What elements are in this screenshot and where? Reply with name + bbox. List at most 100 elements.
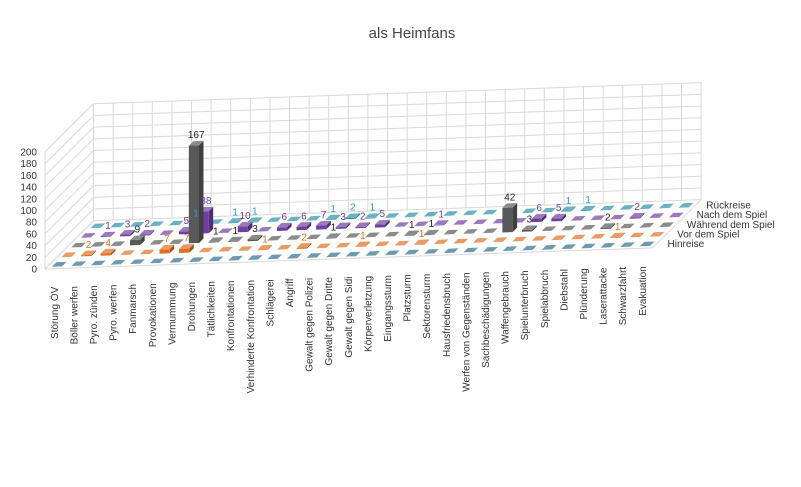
bar	[375, 241, 390, 247]
bar-front-face	[355, 245, 366, 247]
bar-side-face	[414, 230, 420, 236]
bar-side-face	[561, 213, 566, 222]
floor-edge	[44, 247, 653, 270]
data-label: 1	[419, 229, 425, 240]
bar-top-face	[139, 229, 155, 235]
bar	[130, 235, 145, 246]
bar	[541, 226, 557, 232]
bar	[423, 211, 439, 217]
bar-top-face	[531, 213, 547, 219]
bar	[227, 218, 243, 224]
bar-side-face	[140, 235, 145, 245]
x-tick-label: Schwarzfahrt	[618, 267, 629, 326]
bar	[100, 248, 116, 256]
bar	[51, 261, 67, 267]
bar	[404, 230, 420, 236]
bar-top-face	[600, 223, 616, 228]
bar	[208, 256, 224, 262]
data-label: 2	[301, 232, 307, 243]
series-axis-label: Rückreise	[706, 201, 751, 212]
data-label: 7	[184, 234, 190, 245]
bar-side-face	[336, 214, 341, 220]
bar	[247, 255, 263, 260]
bar	[286, 216, 302, 222]
bar-side-face	[590, 205, 596, 211]
data-label: 6	[301, 211, 307, 222]
data-label: 6	[536, 203, 542, 214]
bar-front-face	[316, 225, 327, 230]
bar	[208, 237, 224, 243]
bar-top-face	[228, 255, 243, 261]
bar-top-face	[286, 216, 302, 222]
data-label: 38	[200, 196, 212, 207]
bar-front-face	[139, 234, 150, 236]
bar	[306, 215, 321, 221]
bar-top-face	[404, 212, 419, 218]
data-label: 5	[556, 203, 562, 214]
side-wall-gridline	[44, 196, 94, 246]
bar	[463, 229, 478, 234]
bar-top-face	[522, 225, 537, 230]
bar-top-face	[247, 255, 263, 260]
bar	[541, 207, 557, 213]
bar-top-face	[561, 206, 576, 212]
bar-side-face	[218, 237, 224, 243]
bar-top-face	[472, 219, 488, 225]
bar	[619, 205, 635, 210]
bar-front-face	[188, 145, 199, 244]
bar-top-face	[385, 250, 400, 256]
y-tick-label: 180	[20, 159, 37, 170]
bar	[365, 213, 380, 219]
data-label: 10	[240, 211, 252, 222]
bar	[91, 260, 106, 266]
bar-top-face	[218, 246, 233, 252]
bar	[71, 261, 87, 266]
bar	[316, 220, 331, 230]
bar-top-face	[453, 238, 469, 244]
bar	[473, 238, 488, 243]
bar	[610, 214, 625, 220]
bar	[394, 222, 410, 227]
data-label: 1	[438, 210, 444, 221]
bar-front-face	[345, 217, 356, 220]
x-tick-label: Störung ÖV	[49, 286, 61, 339]
bar-top-face	[228, 236, 243, 242]
bar	[639, 204, 655, 210]
bar-side-face	[424, 239, 429, 245]
bar-top-face	[659, 203, 674, 209]
bar-top-face	[130, 259, 145, 264]
bar	[365, 251, 381, 256]
bar-side-face	[620, 232, 625, 238]
bar-top-face	[443, 248, 459, 254]
bar-front-face	[237, 226, 248, 233]
bar-top-face	[678, 202, 694, 208]
bar-top-face	[120, 229, 135, 235]
bar-top-face	[620, 223, 635, 229]
bar-top-face	[316, 243, 331, 249]
bar-top-face	[257, 226, 272, 232]
bar-top-face	[541, 244, 557, 250]
bar-top-face	[100, 231, 116, 237]
x-tick-label: Sachbeschädigungen	[481, 272, 492, 368]
bar-front-face	[335, 226, 346, 229]
bar-top-face	[620, 242, 635, 247]
side-wall-gridline	[44, 115, 94, 165]
bar	[110, 222, 125, 228]
bar	[286, 235, 302, 240]
data-label: 7	[321, 210, 327, 221]
data-label: 1	[233, 226, 239, 237]
bar-top-face	[502, 203, 518, 208]
bar-top-face	[365, 251, 381, 256]
bar-top-face	[365, 232, 380, 238]
bar-top-face	[629, 232, 645, 238]
bar	[218, 228, 233, 233]
bar-top-face	[355, 241, 371, 247]
bar	[287, 253, 302, 259]
bar-top-face	[482, 228, 498, 234]
bar-top-face	[306, 253, 322, 258]
bar-front-face	[531, 218, 542, 223]
bar-side-face	[443, 220, 449, 226]
x-tick-label: Hausfriedensbruch	[442, 273, 453, 357]
data-label: 2	[350, 203, 356, 214]
